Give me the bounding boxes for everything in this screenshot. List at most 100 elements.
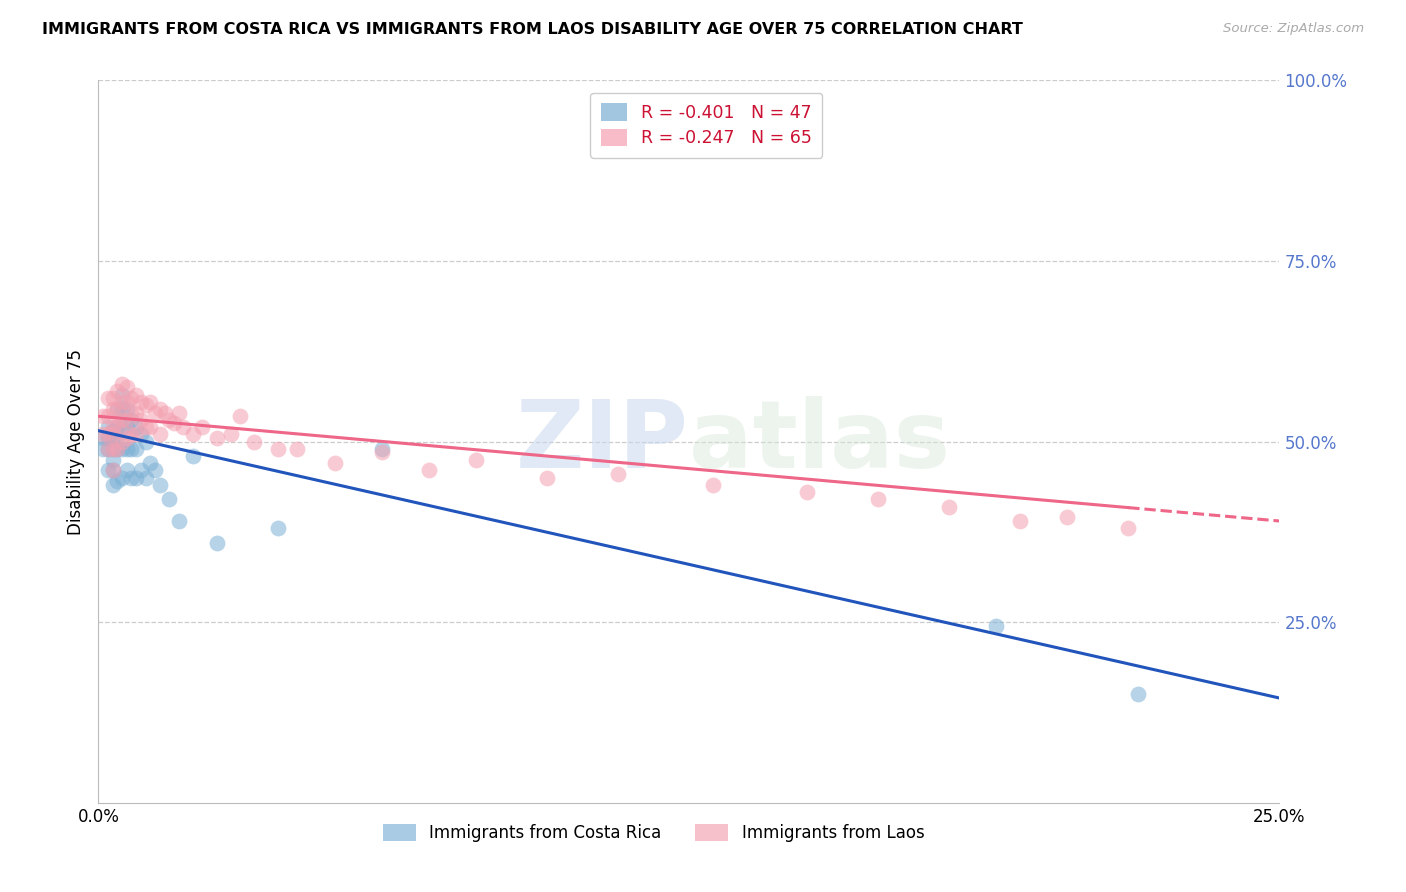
- Point: [97, 463, 120, 477]
- Point: [101, 431, 124, 445]
- Point: [105, 420, 128, 434]
- Point: [139, 420, 162, 434]
- Point: [191, 420, 214, 434]
- Point: [205, 535, 228, 549]
- Point: [115, 402, 138, 417]
- Y-axis label: Disability Age Over 75: Disability Age Over 75: [66, 349, 84, 534]
- Point: [91, 431, 114, 445]
- Point: [97, 391, 120, 405]
- Point: [285, 442, 308, 456]
- Point: [101, 452, 124, 467]
- Point: [105, 420, 128, 434]
- Point: [157, 413, 180, 427]
- Point: [125, 427, 148, 442]
- Point: [135, 398, 157, 412]
- Point: [115, 420, 138, 434]
- Point: [205, 431, 228, 445]
- Point: [139, 456, 162, 470]
- Point: [105, 402, 128, 417]
- Point: [135, 470, 157, 484]
- Point: [796, 485, 818, 500]
- Point: [111, 442, 134, 456]
- Point: [181, 427, 204, 442]
- Point: [149, 427, 172, 442]
- Point: [105, 475, 128, 489]
- Legend: Immigrants from Costa Rica, Immigrants from Laos: Immigrants from Costa Rica, Immigrants f…: [375, 817, 931, 848]
- Point: [105, 384, 128, 398]
- Point: [101, 424, 124, 438]
- Point: [536, 470, 558, 484]
- Point: [101, 427, 124, 442]
- Point: [105, 442, 128, 456]
- Text: ZIP: ZIP: [516, 395, 689, 488]
- Point: [125, 406, 148, 420]
- Point: [105, 431, 128, 445]
- Point: [607, 467, 630, 481]
- Point: [149, 478, 172, 492]
- Point: [1056, 510, 1078, 524]
- Point: [111, 376, 134, 391]
- Point: [371, 442, 394, 456]
- Point: [125, 442, 148, 456]
- Point: [111, 434, 134, 449]
- Point: [111, 420, 134, 434]
- Point: [157, 492, 180, 507]
- Point: [323, 456, 346, 470]
- Point: [135, 434, 157, 449]
- Point: [267, 521, 290, 535]
- Point: [984, 619, 1007, 633]
- Point: [1126, 687, 1149, 701]
- Point: [125, 387, 148, 401]
- Point: [129, 463, 152, 477]
- Point: [121, 442, 143, 456]
- Point: [125, 470, 148, 484]
- Point: [121, 427, 143, 442]
- Point: [97, 442, 120, 456]
- Point: [143, 406, 166, 420]
- Point: [101, 391, 124, 405]
- Point: [167, 514, 190, 528]
- Point: [101, 420, 124, 434]
- Point: [121, 413, 143, 427]
- Point: [105, 442, 128, 456]
- Point: [101, 463, 124, 477]
- Point: [91, 409, 114, 424]
- Text: IMMIGRANTS FROM COSTA RICA VS IMMIGRANTS FROM LAOS DISABILITY AGE OVER 75 CORREL: IMMIGRANTS FROM COSTA RICA VS IMMIGRANTS…: [42, 22, 1024, 37]
- Point: [866, 492, 889, 507]
- Point: [105, 402, 128, 417]
- Point: [243, 434, 266, 449]
- Point: [115, 413, 138, 427]
- Point: [1008, 514, 1031, 528]
- Point: [418, 463, 440, 477]
- Point: [229, 409, 252, 424]
- Point: [111, 470, 134, 484]
- Point: [115, 431, 138, 445]
- Point: [91, 427, 114, 442]
- Point: [129, 413, 152, 427]
- Point: [129, 394, 152, 409]
- Point: [149, 402, 172, 417]
- Point: [139, 394, 162, 409]
- Point: [167, 406, 190, 420]
- Text: Source: ZipAtlas.com: Source: ZipAtlas.com: [1223, 22, 1364, 36]
- Point: [91, 442, 114, 456]
- Point: [219, 427, 242, 442]
- Point: [371, 445, 394, 459]
- Point: [121, 406, 143, 420]
- Point: [111, 402, 134, 417]
- Point: [143, 463, 166, 477]
- Point: [938, 500, 960, 514]
- Point: [97, 431, 120, 445]
- Text: atlas: atlas: [689, 395, 950, 488]
- Point: [97, 442, 120, 456]
- Point: [153, 406, 176, 420]
- Point: [135, 420, 157, 434]
- Point: [115, 380, 138, 394]
- Point: [101, 463, 124, 477]
- Point: [101, 478, 124, 492]
- Point: [181, 449, 204, 463]
- Point: [115, 442, 138, 456]
- Point: [111, 413, 134, 427]
- Point: [172, 420, 194, 434]
- Point: [121, 470, 143, 484]
